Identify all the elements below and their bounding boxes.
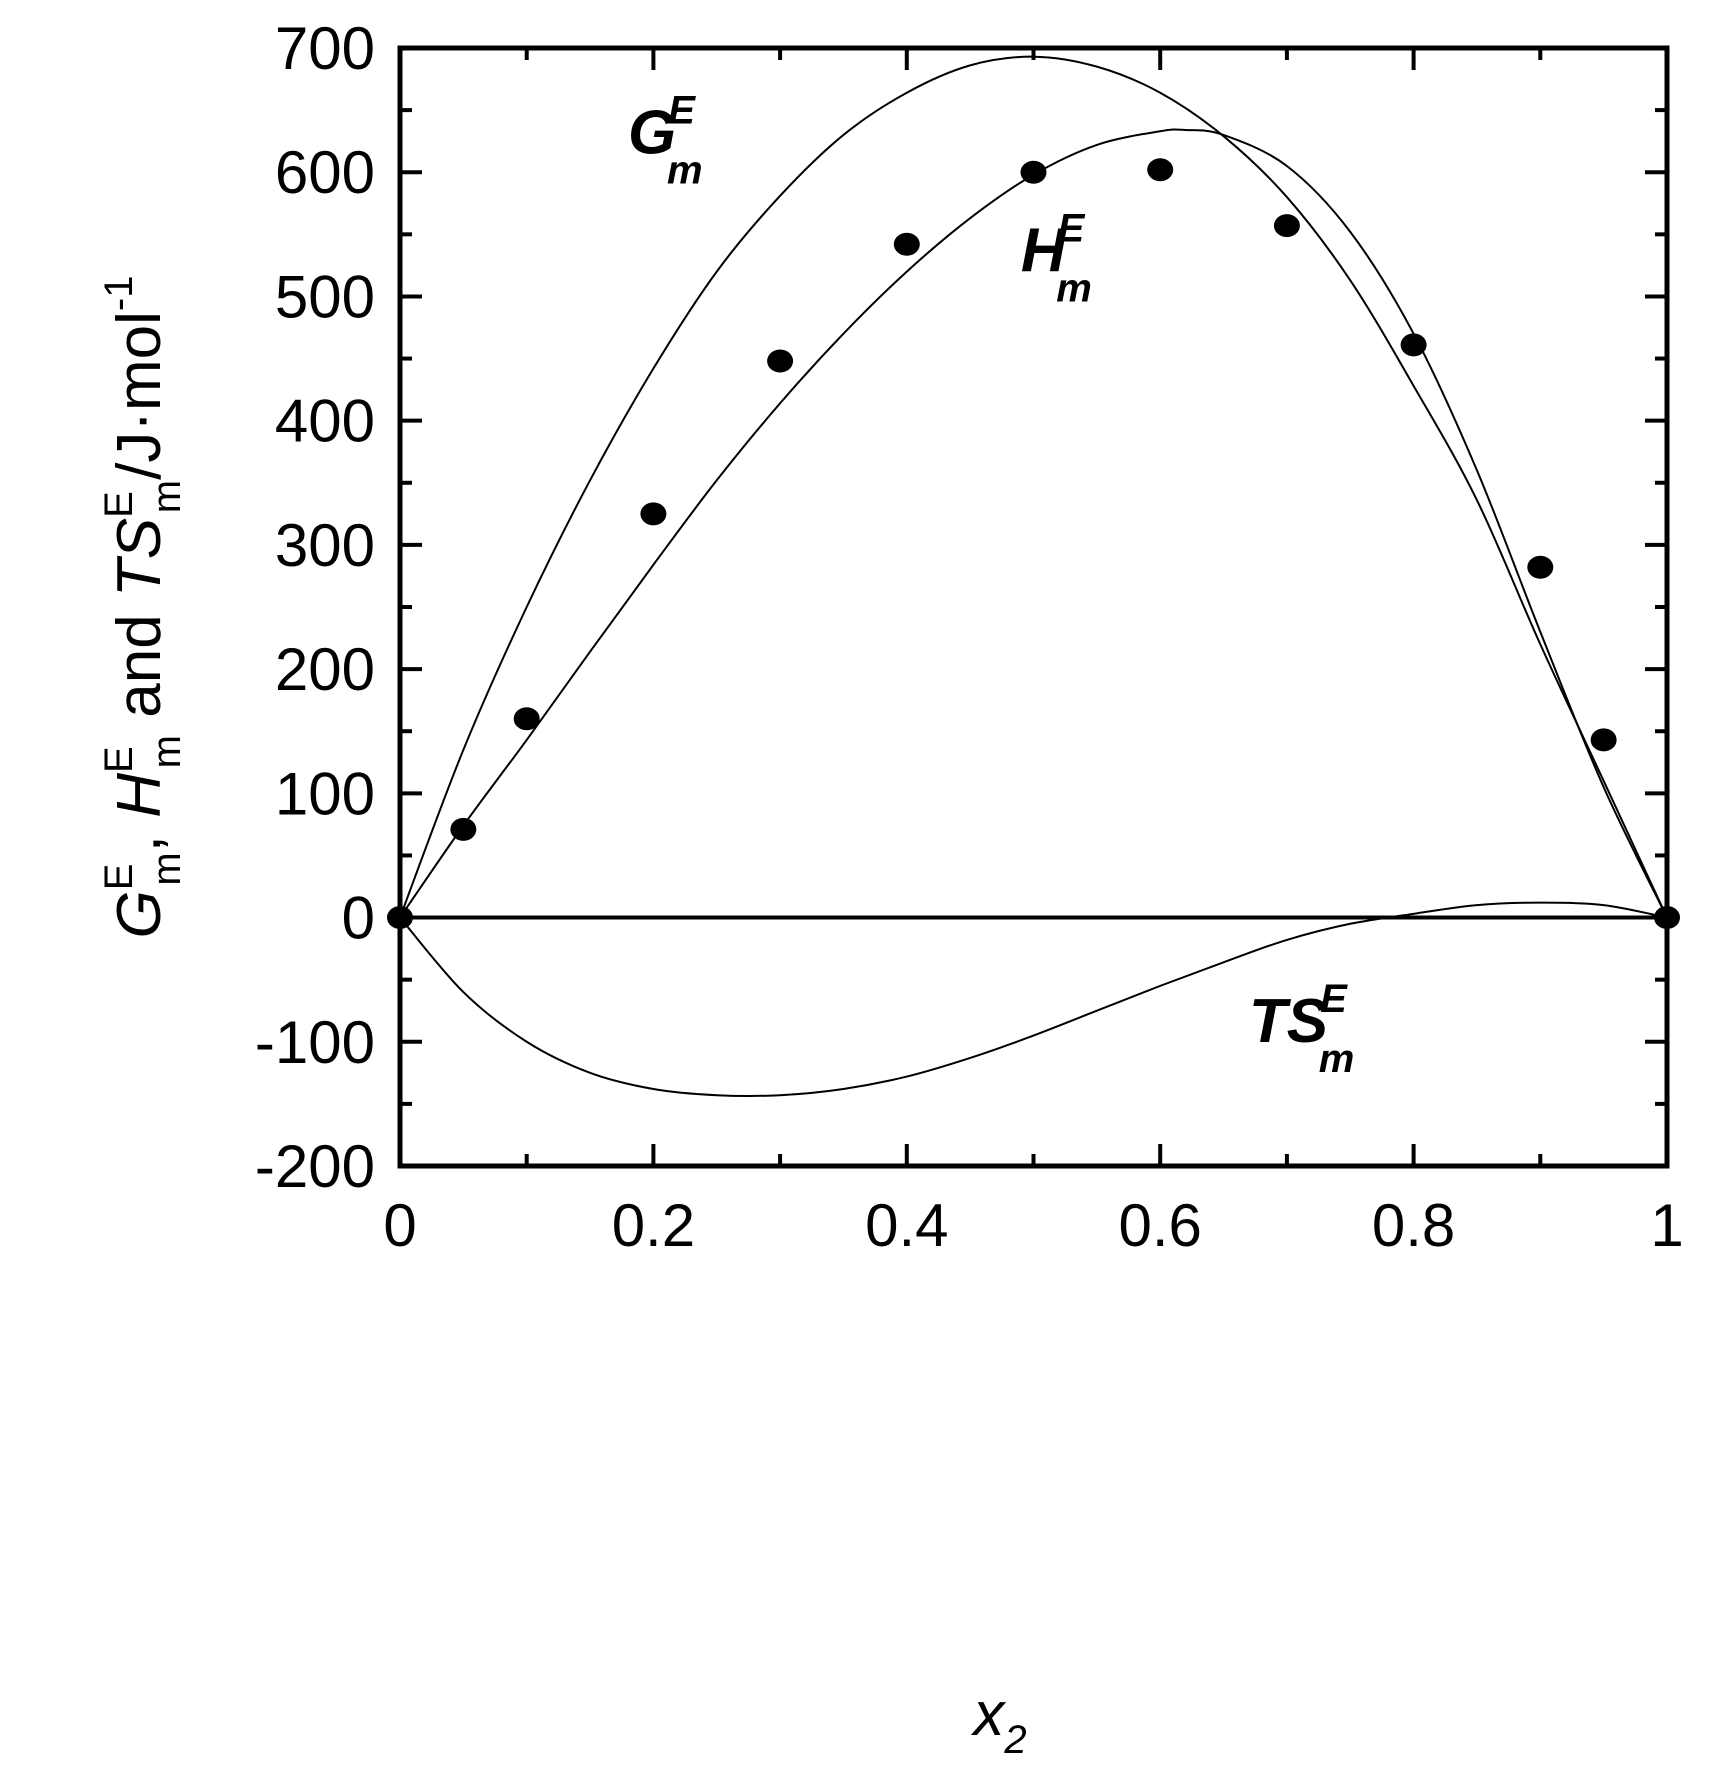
y-label-unit: /J·mol [105, 311, 174, 480]
y-tick-label: 300 [275, 512, 375, 579]
y-tick-label: 400 [275, 388, 375, 455]
annotation-h-main: H [1021, 217, 1067, 286]
annotation-h-sup: E [1058, 207, 1086, 251]
x-axis-label: x2 [970, 1680, 1026, 1762]
annotation-g-sup: E [668, 89, 696, 133]
y-tick-label: 500 [275, 263, 375, 330]
y-label-h-main: H [105, 773, 174, 818]
y-tick-label: -200 [255, 1133, 375, 1200]
annotation-ts-main: TS [1249, 987, 1328, 1056]
y-label-ts-main: TS [105, 518, 174, 597]
x-tick-label: 0.6 [1118, 1192, 1201, 1259]
data-point [640, 502, 667, 526]
annotation-ts-sub: m [1319, 1037, 1355, 1081]
y-label-ts-sup: E [97, 491, 141, 518]
annotation-ts: TSE m [1249, 977, 1355, 1081]
y-tick-label: -100 [255, 1009, 375, 1076]
annotation-h: HE m [1021, 207, 1092, 311]
x-tick-label: 0.4 [865, 1192, 948, 1259]
y-axis-label: GE m, HE m and TSE m/J·mol-1 [97, 275, 189, 938]
y-label-sep1: , [105, 818, 174, 852]
data-point [1147, 158, 1174, 182]
x-tick-label: 0 [383, 1192, 416, 1259]
y-label-h-sub: m [145, 735, 189, 768]
annotation-h-sub: m [1056, 267, 1092, 311]
tick-labels: 0 0.2 0.4 0.6 0.8 1 -200 -100 0 100 200 300 400 500 60… [255, 15, 1684, 1259]
data-point [1273, 214, 1300, 238]
data-point [513, 707, 540, 731]
x-axis-label-main: x [970, 1680, 1006, 1749]
y-label-g-sup: E [97, 864, 141, 891]
annotation-g-sub: m [667, 149, 703, 193]
curve-ts [399, 901, 1668, 1097]
data-point [1020, 160, 1047, 184]
y-label-h-sup: E [97, 746, 141, 773]
data-point [387, 906, 413, 930]
curve-g [399, 55, 1668, 918]
data-point [450, 817, 477, 841]
ticks [398, 46, 1669, 1168]
annotation-g: GE m [628, 89, 703, 193]
data-point [893, 232, 920, 256]
y-label-g-sub: m [145, 852, 189, 885]
annotation-g-main: G [628, 99, 676, 168]
annotation-ts-sup: E [1320, 977, 1348, 1021]
y-tick-label: 0 [342, 885, 375, 952]
curve-h [399, 128, 1668, 919]
y-tick-label: 600 [275, 139, 375, 206]
y-label-unit-sup: -1 [97, 275, 141, 311]
x-tick-label: 0.2 [612, 1192, 695, 1259]
y-label-ts-sub: m [145, 480, 189, 513]
data-point [1654, 906, 1680, 930]
x-tick-label: 1 [1650, 1192, 1683, 1259]
data-point [1527, 555, 1554, 579]
y-tick-label: 700 [275, 15, 375, 82]
data-point [1400, 333, 1427, 357]
data-points [387, 158, 1680, 930]
x-tick-label: 0.8 [1372, 1192, 1455, 1259]
y-label-g-main: G [105, 890, 174, 938]
y-tick-label: 100 [275, 760, 375, 827]
x-axis-label-sub: 2 [1003, 1718, 1026, 1762]
curves [399, 55, 1668, 1097]
data-point [1590, 728, 1617, 752]
y-tick-label: 200 [275, 636, 375, 703]
data-point [767, 349, 794, 373]
y-label-and: and [105, 597, 174, 735]
